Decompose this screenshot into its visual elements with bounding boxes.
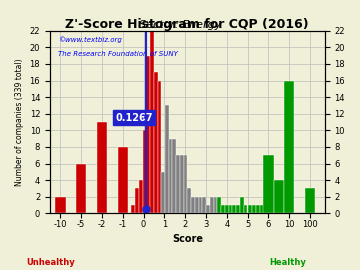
Bar	[252, 205, 256, 213]
Bar	[55, 197, 66, 213]
Bar	[195, 197, 199, 213]
Bar	[191, 197, 195, 213]
Title: Z'-Score Histogram for CQP (2016): Z'-Score Histogram for CQP (2016)	[66, 18, 309, 31]
Bar	[240, 197, 244, 213]
Bar	[158, 80, 161, 213]
Bar	[172, 139, 176, 213]
Bar	[206, 205, 210, 213]
Bar	[284, 80, 294, 213]
Bar	[139, 180, 143, 213]
Bar	[146, 56, 150, 213]
Bar	[118, 147, 128, 213]
Bar	[256, 205, 260, 213]
Y-axis label: Number of companies (339 total): Number of companies (339 total)	[15, 58, 24, 186]
Bar	[225, 205, 229, 213]
Text: ©www.textbiz.org: ©www.textbiz.org	[58, 36, 122, 43]
Bar	[263, 155, 274, 213]
Bar	[244, 205, 247, 213]
Bar	[202, 197, 206, 213]
Bar	[248, 205, 252, 213]
Bar	[176, 155, 180, 213]
Bar	[199, 197, 202, 213]
Bar	[76, 164, 86, 213]
Bar	[236, 205, 240, 213]
Bar	[274, 180, 284, 213]
Text: 0.1267: 0.1267	[116, 113, 153, 123]
X-axis label: Score: Score	[172, 234, 203, 244]
Text: Unhealthy: Unhealthy	[26, 258, 75, 266]
Bar	[169, 139, 172, 213]
Bar	[180, 155, 184, 213]
Bar	[135, 188, 139, 213]
Text: Healthy: Healthy	[270, 258, 306, 266]
Bar	[143, 130, 146, 213]
Bar	[214, 197, 217, 213]
Bar	[150, 31, 154, 213]
Bar	[188, 188, 191, 213]
Bar	[184, 155, 188, 213]
Bar	[217, 197, 221, 213]
Bar	[305, 188, 315, 213]
Bar	[210, 197, 214, 213]
Bar	[229, 205, 233, 213]
Bar	[154, 72, 158, 213]
Text: The Research Foundation of SUNY: The Research Foundation of SUNY	[58, 51, 178, 57]
Bar	[97, 122, 107, 213]
Bar	[131, 205, 135, 213]
Bar	[161, 172, 165, 213]
Bar	[260, 205, 264, 213]
Text: Sector: Energy: Sector: Energy	[139, 20, 221, 30]
Bar	[165, 106, 169, 213]
Bar	[233, 205, 236, 213]
Bar	[221, 205, 225, 213]
